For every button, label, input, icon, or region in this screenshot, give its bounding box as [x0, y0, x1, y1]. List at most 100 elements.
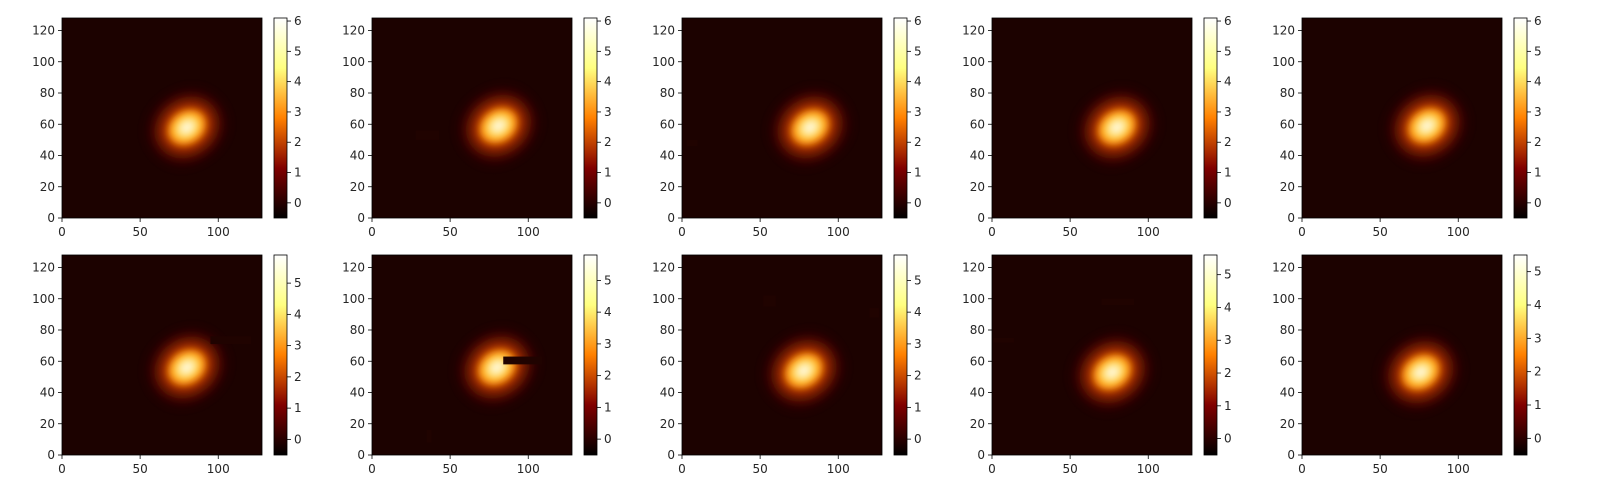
heatmap-image	[1388, 341, 1454, 403]
colorbar-tick-label: 1	[604, 400, 612, 414]
colorbar	[273, 17, 288, 219]
y-tick-label: 60	[970, 117, 985, 131]
x-tick-label: 100	[827, 225, 850, 239]
y-tick-label: 60	[1280, 354, 1295, 368]
axes-frame	[1301, 17, 1503, 219]
y-tick-label: 0	[667, 448, 675, 462]
colorbar	[273, 254, 288, 456]
y-tick-label: 80	[660, 86, 675, 100]
colorbar-tick-label: 1	[1534, 166, 1542, 180]
heatmap-panel-4: 0 50 100 0 20 40 60 80 100 120 0 1 2 3 4 5 6	[962, 14, 1232, 239]
y-tick-label: 120	[652, 24, 675, 38]
y-tick-label: 120	[1272, 261, 1295, 275]
colorbar-tick-label: 6	[604, 14, 612, 28]
y-tick-label: 40	[970, 149, 985, 163]
y-tick-label: 20	[1280, 180, 1295, 194]
x-tick-label: 100	[207, 462, 230, 476]
blob-layer-5	[796, 363, 812, 378]
y-tick-label: 120	[342, 24, 365, 38]
y-tick-label: 60	[660, 117, 675, 131]
x-tick-label: 0	[368, 225, 376, 239]
y-tick-label: 0	[667, 211, 675, 225]
y-tick-label: 60	[1280, 117, 1295, 131]
colorbar-tick-label: 0	[914, 432, 922, 446]
heatmap-image	[154, 336, 252, 399]
y-tick-label: 60	[350, 117, 365, 131]
colorbar-tick-label: 5	[1224, 268, 1232, 282]
occlusion-patch-1	[686, 139, 698, 147]
heatmap-panel-7: 0 50 100 0 20 40 60 80 100 120 0 1 2 3 4 5	[342, 254, 612, 476]
blob-layer-5	[1413, 365, 1429, 379]
y-tick-label: 120	[962, 24, 985, 38]
x-tick-label: 100	[1137, 225, 1160, 239]
y-tick-label: 120	[32, 261, 55, 275]
x-tick-label: 0	[678, 225, 686, 239]
heatmap-image	[686, 96, 843, 159]
x-tick-label: 50	[132, 462, 147, 476]
occlusion-patch-1	[503, 356, 543, 365]
axes-frame	[61, 17, 263, 219]
y-tick-label: 80	[970, 86, 985, 100]
heatmap-image	[993, 298, 1145, 403]
colorbar-tick-label: 0	[294, 432, 302, 446]
heatmap-panel-8: 0 50 100 0 20 40 60 80 100 120 0 1 2 3 4 5	[652, 254, 922, 476]
y-tick-label: 100	[342, 292, 365, 306]
colorbar	[583, 17, 598, 219]
colorbar-tick-label: 1	[914, 166, 922, 180]
x-tick-label: 0	[988, 225, 996, 239]
colorbar-tick-label: 5	[1224, 44, 1232, 58]
y-tick-label: 20	[350, 180, 365, 194]
blob-layer-5	[179, 120, 195, 135]
colorbar-tick-label: 5	[1534, 265, 1542, 279]
colorbar-tick-label: 6	[914, 14, 922, 28]
axes-frame	[681, 254, 883, 456]
y-tick-label: 20	[970, 417, 985, 431]
colorbar-tick-label: 3	[1534, 105, 1542, 119]
y-tick-label: 20	[1280, 417, 1295, 431]
colorbar-tick-label: 2	[604, 135, 612, 149]
colorbar	[1513, 254, 1528, 456]
y-tick-label: 60	[970, 354, 985, 368]
y-tick-label: 0	[47, 211, 55, 225]
colorbar-tick-label: 0	[1534, 196, 1542, 210]
colorbar-tick-label: 3	[914, 337, 922, 351]
colorbar-tick-label: 2	[1224, 135, 1232, 149]
heatmap-image	[426, 336, 543, 443]
x-tick-label: 100	[827, 462, 850, 476]
y-tick-label: 80	[40, 323, 55, 337]
colorbar-tick-label: 5	[914, 44, 922, 58]
x-tick-label: 0	[1298, 225, 1306, 239]
colorbar-tick-label: 0	[1224, 196, 1232, 210]
colorbar-tick-label: 5	[604, 273, 612, 287]
y-tick-label: 20	[40, 417, 55, 431]
heatmap-panel-6: 0 50 100 0 20 40 60 80 100 120 0 1 2 3 4 5	[32, 254, 302, 476]
y-tick-label: 100	[652, 55, 675, 69]
y-tick-label: 40	[660, 149, 675, 163]
colorbar-tick-label: 1	[604, 166, 612, 180]
colorbar-tick-label: 1	[1534, 398, 1542, 412]
y-tick-label: 120	[342, 261, 365, 275]
heatmap-image	[415, 95, 532, 157]
x-tick-label: 50	[132, 225, 147, 239]
axes-frame	[61, 254, 263, 456]
colorbar-tick-label: 2	[294, 135, 302, 149]
x-tick-label: 0	[58, 462, 66, 476]
x-tick-label: 50	[1372, 225, 1387, 239]
blob-layer-5	[1419, 119, 1435, 133]
axes-frame	[371, 17, 573, 219]
colorbar-tick-label: 0	[604, 196, 612, 210]
y-tick-label: 0	[1287, 448, 1295, 462]
heatmap-panel-5: 0 50 100 0 20 40 60 80 100 120 0 1 2 3 4 5 6	[1272, 14, 1542, 239]
y-tick-label: 100	[32, 55, 55, 69]
blob-layer-5	[489, 360, 505, 375]
colorbar-tick-label: 4	[1224, 75, 1232, 89]
colorbar-tick-label: 4	[294, 307, 302, 321]
y-tick-label: 0	[357, 448, 365, 462]
axes-frame	[371, 254, 573, 456]
heatmap-panel-9: 0 50 100 0 20 40 60 80 100 120 0 1 2 3 4 5	[962, 254, 1232, 476]
colorbar-tick-label: 5	[914, 273, 922, 287]
heatmap-image	[763, 295, 879, 402]
colorbar-tick-label: 4	[1224, 300, 1232, 314]
colorbar	[1203, 254, 1218, 456]
